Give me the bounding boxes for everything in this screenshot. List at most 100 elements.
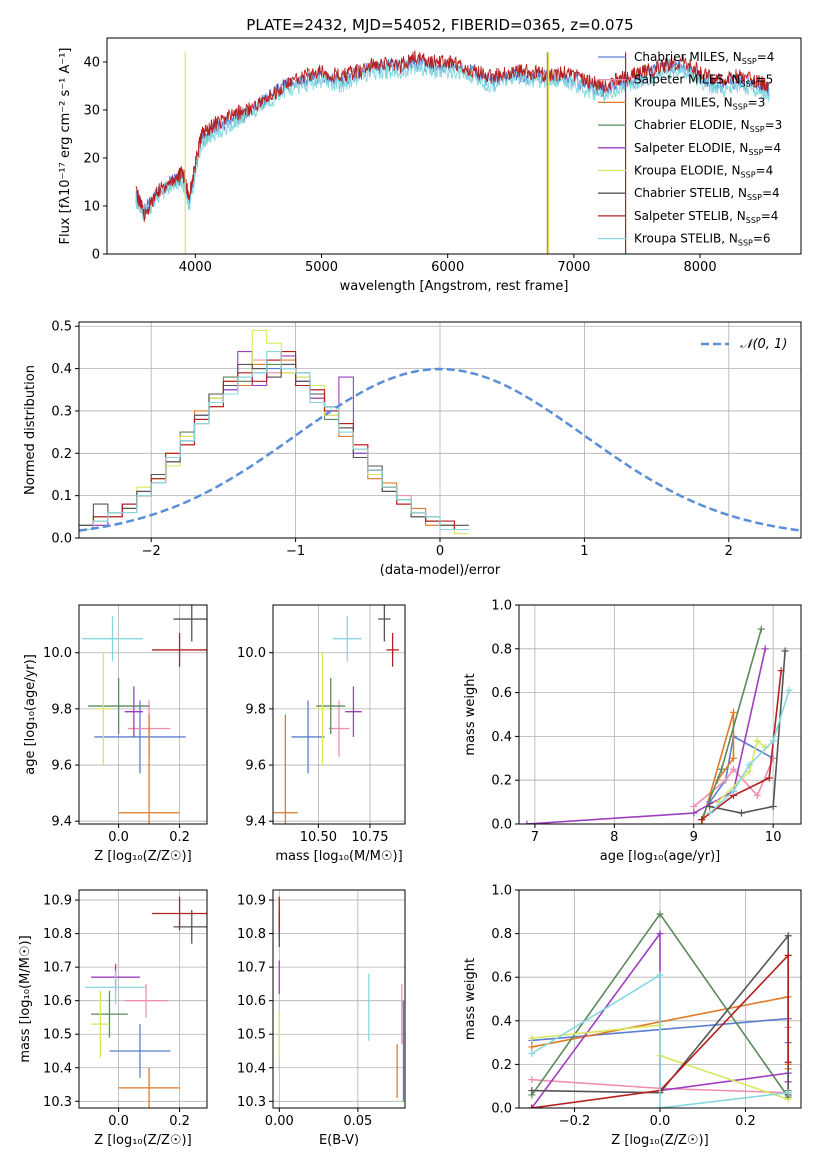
legend-label: Kroupa STELIB, NSSP=6 (634, 232, 771, 248)
y-tick-label: 0.4 (491, 1014, 512, 1029)
x-tick-label: 0.2 (169, 830, 190, 845)
y-tick-label: 0.6 (491, 971, 512, 986)
y-tick-label: 10.0 (43, 646, 72, 661)
y-tick-label: 9.4 (51, 815, 72, 830)
series-kroupa-stelib (531, 973, 789, 1108)
point-salpeter-stelib (777, 667, 785, 675)
errorbar-salpeter-stelib (386, 633, 399, 667)
x-tick-label: 7000 (557, 260, 590, 275)
x-axis-label: Z [log₁₀(Z/Z☉)] (94, 849, 191, 864)
plot-area (135, 50, 770, 254)
x-axis-label: age [log₁₀(age/yr)] (600, 849, 721, 864)
plot-area (278, 896, 405, 1102)
point-chabrier-stelib (528, 1087, 536, 1095)
point-kroupa-stelib (784, 1089, 792, 1097)
y-tick-label: 0.0 (491, 818, 512, 833)
x-tick-label: 5000 (305, 260, 338, 275)
point-salpeter-elodie (523, 820, 531, 824)
errorbar-kroupa-miles (118, 714, 180, 824)
y-tick-label: 20 (83, 152, 100, 167)
x-tick-label: 0.05 (343, 1114, 372, 1129)
point-chabrier-elodie (757, 625, 765, 633)
x-tick-label: 4000 (179, 260, 212, 275)
x-tick-label: 8000 (684, 260, 717, 275)
x-tick-label: 10.50 (300, 830, 337, 845)
axis-frame (518, 604, 802, 825)
y-tick-label: 10.6 (43, 994, 72, 1009)
x-tick-label: −0.2 (559, 1114, 591, 1129)
legend-item-chabrier-miles: Chabrier MILES, NSSP=4 (598, 50, 774, 66)
errorbar-chabrier-elodie (316, 678, 346, 735)
y-tick-label: 10.4 (237, 1061, 266, 1076)
errorbar-kroupa-elodie (91, 990, 110, 1058)
legend-label: Salpeter ELODIE, NSSP=4 (634, 141, 781, 157)
legend-label: Kroupa MILES, NSSP=3 (634, 95, 765, 111)
point-salpeter-miles (722, 776, 730, 784)
axes: 0.0 0.2 9.4 9.6 9.8 10.0 Z [log₁₀(Z/Z☉)] age [l… (23, 604, 208, 864)
point-salpeter-stelib (698, 816, 706, 824)
legend-item-kroupa-miles: Kroupa MILES, NSSP=3 (598, 95, 765, 111)
y-tick-label: 0.2 (491, 774, 512, 789)
y-tick-label: 30 (83, 104, 100, 119)
point-kroupa-elodie (753, 737, 761, 745)
point-chabrier-elodie (656, 910, 664, 918)
mass-vs-metallicity-panel: 0.0 0.2 10.3 10.4 10.5 10.6 10.7 10.8 10.9 Z [log… (18, 889, 208, 1148)
legend-item-salpeter-miles: Salpeter MILES, NSSP=5 (598, 73, 773, 89)
y-tick-label: 9.8 (51, 702, 72, 717)
point-salpeter-stelib (784, 951, 792, 959)
series-kroupa-miles (700, 712, 735, 824)
age-vs-mass-panel: 10.50 10.75 9.4 9.6 9.8 10.0 mass [log₁₀(M/M☉)… (237, 604, 406, 864)
series-salpeter-stelib (531, 953, 789, 1108)
series-kroupa-elodie (717, 739, 766, 803)
x-axis-label: wavelength [Angstrom, rest frame] (340, 279, 569, 294)
legend-label: Salpeter MILES, NSSP=5 (634, 73, 773, 89)
errorbar-chabrier-miles (291, 700, 325, 774)
x-axis-label: Z [log₁₀(Z/Z☉)] (94, 1133, 191, 1148)
legend-item-kroupa-elodie: Kroupa ELODIE, NSSP=4 (598, 164, 773, 180)
axis-frame (78, 889, 208, 1109)
errorbar-kroupa-stelib (82, 616, 143, 662)
errorbar-kroupa-miles (273, 714, 298, 824)
y-tick-label: 10.3 (43, 1095, 72, 1110)
x-tick-label: 0.0 (108, 830, 129, 845)
y-axis-label: age [log₁₀(age/yr)] (23, 654, 38, 775)
errorbar-kroupa-miles (118, 1067, 180, 1108)
age-vs-metallicity-panel: 0.0 0.2 9.4 9.6 9.8 10.0 Z [log₁₀(Z/Z☉)] age [l… (23, 604, 208, 864)
x-tick-label: 1 (580, 544, 588, 559)
gaussian-curve (79, 367, 801, 532)
errorbar-kroupa-elodie (316, 652, 329, 766)
errorbar-salpeter-miles (124, 983, 168, 1018)
point-salpeter-elodie (761, 645, 769, 653)
legend-label: Chabrier ELODIE, NSSP=3 (634, 118, 782, 134)
y-tick-label: 0.6 (491, 686, 512, 701)
x-tick-label: 9 (690, 830, 698, 845)
y-tick-label: 1.0 (491, 884, 512, 899)
y-tick-label: 9.8 (245, 702, 266, 717)
x-tick-label: 0 (436, 544, 444, 559)
x-axis-label: Z [log₁₀(Z/Z☉)] (611, 1133, 708, 1148)
plot-area (273, 605, 399, 824)
plot-area (82, 605, 207, 824)
x-tick-label: 7 (531, 830, 539, 845)
legend-label: 𝒩(0, 1) (740, 337, 787, 352)
point-chabrier-stelib (781, 647, 789, 655)
legend-item-salpeter-elodie: Salpeter ELODIE, NSSP=4 (598, 141, 781, 157)
errorbar-salpeter-miles (328, 700, 350, 757)
spectrum-panel: 4000 5000 6000 7000 8000 0 10 20 30 40 wavelength … (58, 37, 802, 294)
y-tick-label: 9.6 (245, 759, 266, 774)
mass-vs-extinction-panel: 0.00 0.05 10.3 10.4 10.5 10.6 10.7 10.8 10.9 E(B-… (237, 889, 406, 1148)
plot-area (79, 329, 801, 535)
legend-label: Chabrier STELIB, NSSP=4 (634, 186, 780, 202)
x-tick-label: 0.0 (108, 1114, 129, 1129)
y-tick-label: 10.3 (237, 1095, 266, 1110)
errorbar-salpeter-stelib (152, 633, 207, 667)
y-tick-label: 10.5 (43, 1028, 72, 1043)
point-kroupa-stelib (769, 737, 777, 745)
x-tick-label: 0.2 (735, 1114, 756, 1129)
spectrum-legend: Chabrier MILES, NSSP=4 Salpeter MILES, NS… (598, 50, 782, 248)
x-tick-label: 0.2 (169, 1114, 190, 1129)
legend-label: Salpeter STELIB, NSSP=4 (634, 209, 778, 225)
point-salpeter-elodie (656, 930, 664, 938)
plot-area (528, 910, 792, 1108)
